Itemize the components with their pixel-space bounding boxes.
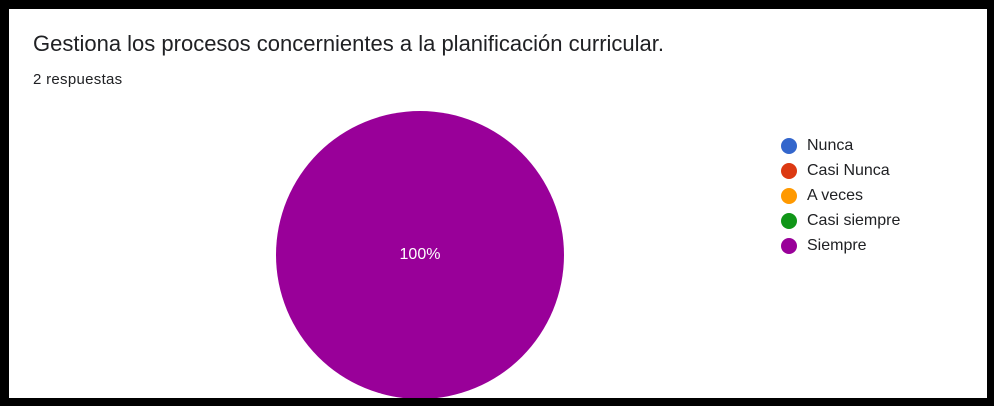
legend-swatch-casi-siempre <box>781 212 797 229</box>
legend-swatch-a-veces <box>781 187 797 204</box>
legend-label-siempre: Siempre <box>807 236 867 254</box>
pie-chart: 100% <box>276 111 564 398</box>
legend-item-nunca[interactable]: Nunca <box>781 133 900 158</box>
pie-slice-label-siempre: 100% <box>400 246 441 263</box>
legend-label-casi-siempre: Casi siempre <box>807 211 901 229</box>
legend-swatch-nunca <box>781 137 797 154</box>
chart-title: Gestiona los procesos concernientes a la… <box>33 31 664 56</box>
legend-label-casi-nunca: Casi Nunca <box>807 161 890 179</box>
response-count: 2 respuestas <box>33 71 123 88</box>
pie-slice-siempre[interactable] <box>276 111 564 398</box>
legend-swatch-siempre <box>781 237 797 254</box>
legend-label-a-veces: A veces <box>807 186 864 204</box>
legend-label-nunca: Nunca <box>807 136 854 154</box>
legend-swatch-casi-nunca <box>781 162 797 179</box>
chart-card: Gestiona los procesos concernientes a la… <box>9 9 987 398</box>
legend-item-siempre[interactable]: Siempre <box>781 233 900 258</box>
legend-item-casi-nunca[interactable]: Casi Nunca <box>781 158 900 183</box>
legend-item-a-veces[interactable]: A veces <box>781 183 900 208</box>
chart-legend: Nunca Casi Nunca A veces Casi siempre Siempr… <box>781 133 900 258</box>
legend-item-casi-siempre[interactable]: Casi siempre <box>781 208 900 233</box>
